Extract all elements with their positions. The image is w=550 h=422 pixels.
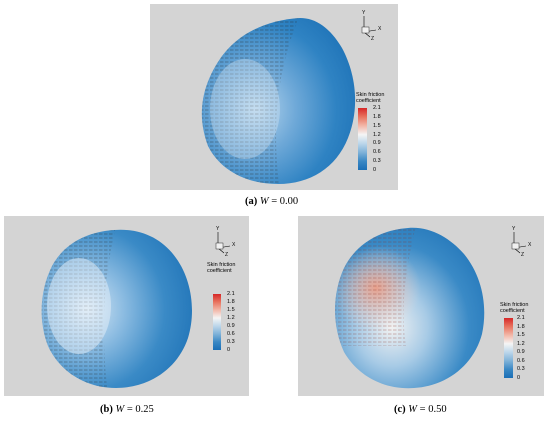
colorbar-b: Skin friction coefficient 2.1 1.8 1.5 1.2 0.… [207, 262, 247, 353]
colorbar-title-line1: Skin friction [207, 262, 236, 268]
colorbar-tick-label: 1.2 [227, 315, 235, 321]
colorbar-tick-label: 0.3 [517, 366, 525, 373]
colorbar-tick-label: 1.8 [517, 323, 525, 330]
colorbar-tick-label: 1.5 [517, 332, 525, 339]
axis-x-label: X [378, 26, 382, 32]
colorbar-tick-label: 0.9 [517, 349, 525, 356]
panel-c: Y X Z Skin friction coefficient 2.1 1.8 1.… [298, 216, 544, 396]
colorbar-tick-label: 1.2 [517, 340, 525, 347]
axis-y-label: Y [216, 226, 220, 232]
axis-y-label: Y [362, 10, 366, 16]
caption-value: = 0.25 [124, 404, 154, 415]
colorbar-tick-label: 1.8 [373, 113, 381, 120]
colorbar-tick-label: 0.6 [517, 357, 525, 364]
colorbar-a: Skin friction coefficient 2.1 1.8 1.5 1.2 0.… [356, 92, 396, 176]
axis-triad-b: Y X Z [210, 226, 240, 258]
axis-triad-c: Y X Z [506, 226, 536, 258]
caption-c: (c) W = 0.50 [394, 404, 447, 415]
colorbar-tick-label: 0.9 [373, 140, 381, 147]
caption-value: = 0.50 [417, 404, 447, 415]
colorbar-tick-label: 1.2 [373, 131, 381, 138]
axis-z-label: Z [521, 252, 525, 258]
colorbar-title-line2: coefficient [207, 268, 232, 274]
colorbar-tick-label: 0.3 [227, 339, 235, 345]
colorbar-gradient [358, 108, 367, 170]
colorbar-tick-label: 1.5 [227, 307, 235, 313]
caption-b: (b) W = 0.25 [100, 404, 154, 415]
caption-variable: W [115, 404, 125, 415]
colorbar-tick-label: 2.1 [227, 291, 235, 297]
colorbar-tick-label: 0.6 [373, 149, 381, 156]
axis-triad-a: Y X Z [356, 10, 386, 42]
caption-a: (a) W = 0.00 [245, 196, 298, 207]
axis-z-label: Z [371, 36, 375, 42]
colorbar-tick-label: 0 [373, 167, 377, 173]
sphere-render-c [335, 227, 485, 389]
caption-label: (a) [245, 196, 258, 207]
caption-variable: W [408, 404, 418, 415]
axis-x-label: X [232, 242, 236, 248]
colorbar-tick-label: 0 [227, 347, 231, 353]
sphere-render-a [201, 18, 356, 184]
colorbar-tick-label: 2.1 [517, 315, 525, 321]
panel-b: Y X Z Skin friction coefficient 2.1 1.8 1.… [4, 216, 249, 396]
colorbar-title-line2: coefficient [356, 98, 381, 104]
sphere-render-b [41, 229, 193, 389]
colorbar-gradient [213, 294, 221, 350]
colorbar-tick-label: 0.6 [227, 331, 235, 337]
caption-label: (c) [394, 404, 406, 415]
axis-z-label: Z [225, 252, 229, 258]
colorbar-title-line1: Skin friction [500, 302, 529, 308]
colorbar-tick-label: 0.3 [373, 158, 381, 165]
colorbar-tick-label: 0.9 [227, 323, 235, 329]
axis-x-label: X [528, 242, 532, 248]
colorbar-tick-label: 2.1 [373, 105, 381, 111]
colorbar-tick-label: 1.8 [227, 299, 235, 305]
colorbar-title-line1: Skin friction [356, 92, 385, 98]
axis-y-label: Y [512, 226, 516, 232]
colorbar-c: Skin friction coefficient 2.1 1.8 1.5 1.2 0.… [500, 302, 542, 392]
caption-variable: W [259, 196, 269, 207]
colorbar-tick-label: 1.5 [373, 122, 381, 129]
colorbar-tick-label: 0 [517, 375, 521, 381]
panel-a: Y X Z Skin friction coefficient 2.1 1.8 1.… [150, 4, 398, 190]
caption-value: = 0.00 [268, 196, 299, 207]
colorbar-title-line2: coefficient [500, 308, 525, 314]
caption-label: (b) [100, 404, 113, 415]
colorbar-gradient [504, 318, 513, 378]
